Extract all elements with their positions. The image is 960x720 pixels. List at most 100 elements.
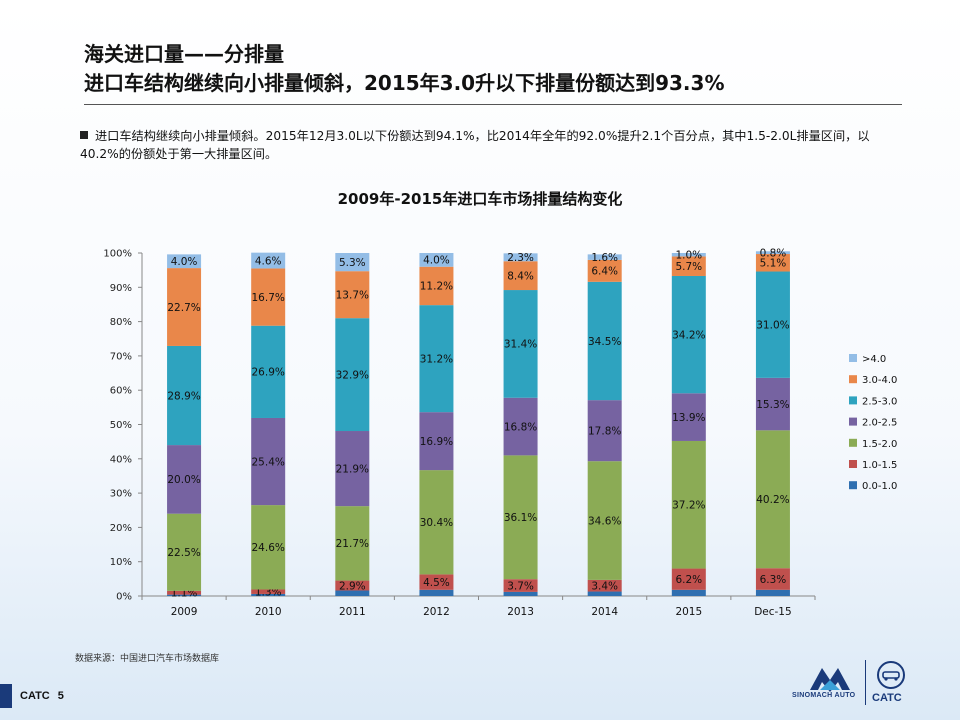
footer-brand: CATC [20,690,50,702]
y-tick-label: 70% [110,351,132,362]
bar-segment [503,253,538,262]
legend-label: 2.5-3.0 [862,396,897,407]
y-tick-label: 30% [110,489,132,500]
bar-segment [671,275,706,394]
data-label: 32.9% [336,369,369,381]
page-number: 5 [57,690,64,702]
legend-label: 1.5-2.0 [862,439,897,450]
bar-segment [251,505,286,590]
bar-segment [167,254,202,269]
data-label: 2.3% [507,252,534,264]
logo-divider [865,660,866,705]
data-label: 34.6% [588,515,621,527]
data-label: 5.7% [675,261,702,273]
y-tick-label: 40% [110,454,132,465]
bar-segment [167,513,202,591]
bar-segment [419,253,454,267]
bar-segment [587,281,622,401]
data-label: 34.2% [672,329,705,341]
bar-segment [251,325,286,418]
data-label: 30.4% [420,517,453,529]
data-label: 5.1% [760,258,787,270]
data-label: 36.1% [504,512,537,524]
bullet-paragraph: 进口车结构继续向小排量倾斜。2015年12月3.0L以下份额达到94.1%，比2… [80,127,902,163]
bar-segment [251,268,286,326]
legend-label: 0.0-1.0 [862,481,897,492]
bar-segment [671,440,706,569]
bar-segment [335,431,370,507]
x-tick-label: 2013 [507,606,534,618]
data-label: 15.3% [756,399,789,411]
page-title: 海关进口量——分排量 进口车结构继续向小排量倾斜，2015年3.0升以下排量份额… [84,40,904,98]
bar-segment [671,568,706,590]
legend-swatch [849,460,857,468]
y-tick-label: 90% [110,283,132,294]
catc-logo-icon [877,661,905,689]
bar-segment [167,345,202,446]
bar-segment [167,268,202,346]
bar-segment [335,271,370,319]
bar-segment [251,593,286,596]
data-label: 22.5% [167,547,200,559]
bar-segment [755,271,790,378]
bar-segment [419,266,454,306]
y-tick-label: 60% [110,386,132,397]
x-tick-label: 2012 [423,606,450,618]
bar-segment [503,591,538,596]
data-label: 3.4% [591,581,618,593]
data-label: 4.6% [255,255,282,267]
data-label: 17.8% [588,425,621,437]
data-label: 6.3% [760,574,787,586]
bullet-square-icon [80,131,88,139]
bar-segment [335,506,370,581]
bar-segment [503,579,538,592]
catc-logo-text: CATC [872,692,902,704]
data-label: 13.9% [672,412,705,424]
data-label: 1.3% [255,587,282,599]
data-label: 16.9% [420,436,453,448]
data-label: 2.9% [339,580,366,592]
data-label: 20.0% [167,474,200,486]
legend-label: >4.0 [862,354,886,365]
bar-segment [251,589,286,594]
legend-label: 1.0-1.5 [862,460,897,471]
chart-title: 2009年-2015年进口车市场排量结构变化 [337,190,623,208]
data-label: 4.5% [423,577,450,589]
bar-segment [167,594,202,596]
bar-segment [251,417,286,506]
title-divider [84,104,902,105]
data-label: 4.0% [423,255,450,267]
y-tick-label: 0% [116,592,132,603]
bar-segment [671,589,706,596]
y-tick-label: 10% [110,557,132,568]
data-label: 31.4% [504,339,537,351]
footer-accent-bar [0,684,12,708]
data-label: 37.2% [672,500,705,512]
title-line-1: 海关进口量——分排量 [84,42,284,66]
title-line-2: 进口车结构继续向小排量倾斜，2015年3.0升以下排量份额达到93.3% [84,71,725,95]
data-label: 11.2% [420,281,453,293]
data-label: 0.8% [760,247,787,259]
x-tick-label: Dec-15 [754,606,791,618]
y-tick-label: 100% [103,249,132,260]
bar-segment [755,254,790,272]
x-tick-label: 2011 [339,606,366,618]
data-label: 6.2% [675,574,702,586]
data-label: 13.7% [336,289,369,301]
data-label: 34.5% [588,336,621,348]
x-tick-label: 2014 [591,606,618,618]
data-label: 40.2% [756,494,789,506]
bar-segment [503,290,538,398]
bar-segment [587,591,622,596]
bar-segment [167,590,202,595]
legend-swatch [849,417,857,426]
bar-segment [335,253,370,272]
legend-label: 3.0-4.0 [862,375,897,386]
data-label: 31.0% [756,319,789,331]
bar-segment [503,397,538,456]
legend-swatch [849,438,857,447]
legend-swatch [849,396,857,405]
bar-segment [587,461,622,580]
sinomach-logo-text: SINOMACH AUTO [792,692,856,699]
